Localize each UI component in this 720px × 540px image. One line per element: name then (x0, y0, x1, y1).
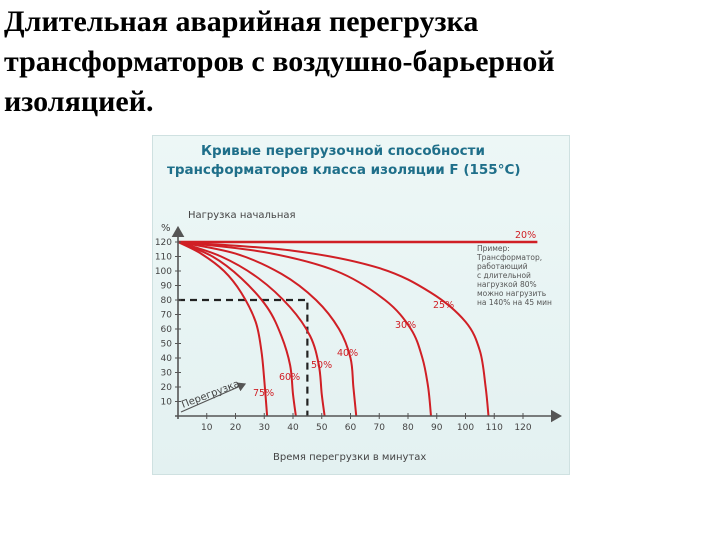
chart-title-line: трансформаторов класса изоляции F (155°C… (167, 162, 521, 178)
y-tick-label: 110 (155, 253, 172, 263)
curve-label-25: 25% (433, 300, 454, 311)
example-note-line: Пример: (477, 244, 510, 253)
ticks: 10 20 30 40 50 60 70 80 90 100 110 120 120 110 100 90 80… (155, 238, 532, 433)
diagonal-label: Перегрузка (180, 379, 241, 411)
chart-panel: Кривые перегрузочной способности трансфо… (152, 135, 570, 475)
x-tick-label: 90 (431, 423, 443, 433)
example-note-line: работающий (477, 262, 528, 271)
example-note-line: Трансформатор, (476, 253, 542, 262)
curve-label-20: 20% (515, 230, 536, 241)
curve-50 (177, 241, 326, 417)
example-note-line: можно нагрузить (477, 289, 546, 298)
diagonal-arrow (180, 382, 247, 413)
y-tick-label: 60 (161, 325, 173, 335)
slide-title-line: Длительная аварийная перегрузка (4, 5, 479, 38)
x-tick-label: 80 (402, 423, 414, 433)
reference-lines (178, 298, 309, 416)
x-tick-label: 40 (287, 423, 299, 433)
curves (177, 240, 538, 417)
y-tick-label: 50 (161, 340, 173, 350)
y-tick-label: 120 (155, 238, 172, 248)
example-note-line: на 140% на 45 мин (477, 298, 552, 307)
curve-label-60: 60% (279, 372, 300, 383)
x-tick-label: 20 (230, 423, 242, 433)
example-note-line: с длительной (477, 271, 531, 280)
slide-title: Длительная аварийная перегрузка трансфор… (4, 2, 704, 122)
x-tick-label: 110 (486, 423, 503, 433)
x-tick-label: 70 (374, 423, 386, 433)
curve-75 (177, 241, 269, 417)
x-tick-label: 120 (514, 423, 531, 433)
reference-line (178, 298, 309, 416)
chart-title-line: Кривые перегрузочной способности (201, 143, 485, 159)
y-tick-label: 10 (161, 398, 173, 408)
curve-25 (177, 241, 490, 417)
curve-30 (177, 241, 432, 417)
curve-60 (177, 241, 297, 417)
x-axis-label: Время перегрузки в минутах (273, 452, 426, 463)
x-tick-label: 30 (259, 423, 271, 433)
y-tick-label: 20 (161, 383, 173, 393)
curve-label-40: 40% (337, 348, 358, 359)
curve-label-50: 50% (311, 360, 332, 371)
curve-label-30: 30% (395, 320, 416, 331)
curve-label-75: 75% (253, 388, 274, 399)
x-tick-label: 10 (201, 423, 213, 433)
overload-chart: Кривые перегрузочной способности трансфо… (155, 143, 562, 463)
y-tick-label: 100 (155, 267, 172, 277)
y-tick-label: 30 (161, 369, 173, 379)
slide-title-line: изоляцией. (4, 85, 154, 118)
example-note: Пример: Трансформатор, работающий с длит… (476, 244, 552, 307)
y-tick-label: 70 (161, 311, 173, 321)
x-tick-label: 60 (345, 423, 357, 433)
example-note-line: нагрузкой 80% (477, 280, 537, 289)
slide-title-line: трансформаторов с воздушно-барьерной (4, 45, 555, 78)
y-axis-caption: Нагрузка начальная (188, 210, 296, 221)
y-tick-label: 40 (161, 354, 173, 364)
y-tick-label: 90 (161, 282, 173, 292)
y-tick-label: 80 (161, 296, 173, 306)
x-tick-label: 100 (457, 423, 474, 433)
curve-40 (177, 241, 358, 417)
x-tick-label: 50 (316, 423, 328, 433)
y-axis-label: % (161, 223, 171, 234)
